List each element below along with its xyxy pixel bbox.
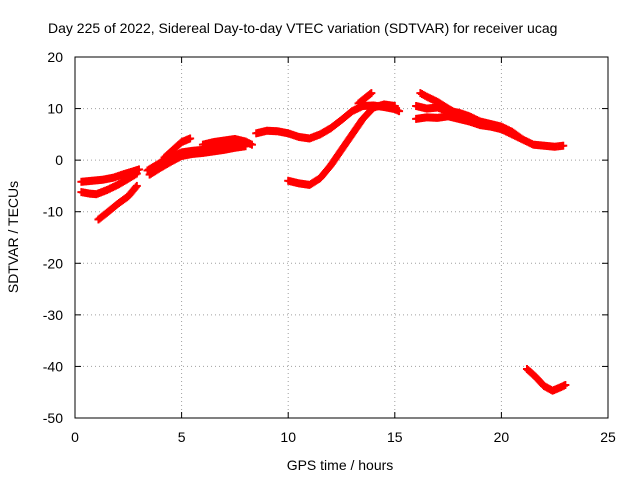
series-track-n	[522, 365, 570, 395]
data-trail	[221, 144, 238, 154]
x-tick-labels: 0 5 10 15 20 25	[71, 429, 616, 445]
data-point	[247, 140, 256, 149]
plot-frame	[74, 56, 609, 419]
data-series	[77, 89, 570, 395]
y-tick-label: 0	[55, 152, 63, 168]
y-tick-label: -30	[43, 307, 63, 323]
data-trail	[456, 115, 472, 126]
data-point	[395, 107, 404, 116]
x-tick-label: 25	[600, 429, 616, 445]
x-tick-label: 0	[71, 429, 79, 445]
x-tick-label: 5	[178, 429, 186, 445]
gridlines	[75, 57, 608, 418]
series-track-j	[354, 89, 376, 108]
data-trail	[509, 128, 526, 143]
x-tick-label: 15	[387, 429, 403, 445]
y-tick-label: -20	[43, 255, 63, 271]
data-trail	[362, 90, 375, 102]
series-track-m	[412, 112, 506, 133]
data-trail	[328, 116, 345, 132]
data-trail	[434, 112, 451, 122]
y-tick-label: -10	[43, 204, 63, 220]
data-point	[134, 165, 143, 174]
x-axis-label: GPS time / hours	[287, 457, 394, 473]
data-trail	[104, 181, 121, 194]
y-tick-label: -50	[43, 410, 63, 426]
x-tick-label: 20	[494, 429, 510, 445]
data-trail	[317, 162, 334, 182]
y-tick-labels: -50 -40 -30 -20 -10 0 10 20	[43, 49, 63, 426]
y-axis-label: SDTVAR / TECUs	[5, 181, 21, 293]
data-trail	[232, 135, 249, 146]
series-track-g	[198, 134, 256, 149]
tick-marks	[74, 56, 609, 419]
y-tick-label: 20	[47, 49, 63, 65]
data-point	[132, 181, 141, 190]
chart-title: Day 225 of 2022, Sidereal Day-to-day VTE…	[48, 20, 557, 36]
data-point	[186, 134, 195, 143]
series-track-c	[94, 181, 141, 224]
series-track-b	[77, 169, 141, 199]
series-track-f	[160, 134, 195, 162]
data-point	[497, 124, 506, 133]
data-trail	[200, 147, 217, 157]
y-tick-label: -40	[43, 358, 63, 374]
series-track-a	[77, 165, 143, 186]
series-track-e	[145, 142, 250, 179]
data-point	[132, 169, 141, 178]
x-tick-label: 10	[280, 429, 296, 445]
data-point	[390, 101, 399, 110]
series-track-i	[284, 100, 399, 189]
data-point	[561, 380, 570, 389]
data-point	[559, 141, 568, 150]
y-tick-label: 10	[47, 101, 63, 117]
data-point	[367, 89, 376, 98]
